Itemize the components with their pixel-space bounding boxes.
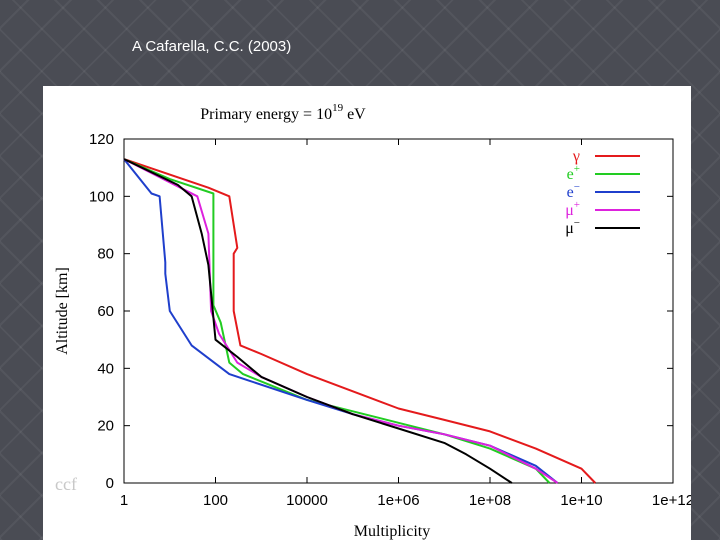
chart-figure: Primary energy = 1019 eV Multiplicity Al… xyxy=(43,86,691,540)
series-line xyxy=(123,158,597,484)
y-tick-label: 20 xyxy=(97,418,114,435)
x-tick-label: 1e+08 xyxy=(469,492,511,509)
series-line xyxy=(123,158,559,484)
y-tick-label: 100 xyxy=(89,188,114,205)
series-line xyxy=(123,158,559,484)
chart-title-text: Primary energy = 10 xyxy=(200,106,332,123)
chart-svg: Primary energy = 1019 eV Multiplicity Al… xyxy=(54,102,691,540)
chart-title-exponent: 19 xyxy=(332,102,344,114)
watermark: ccf xyxy=(55,474,77,494)
y-tick-label: 120 xyxy=(89,131,114,148)
legend-label: μ+ xyxy=(565,199,580,219)
x-tick-label: 1 xyxy=(120,492,128,509)
series-line xyxy=(123,158,551,484)
y-tick-label: 40 xyxy=(97,360,114,377)
legend-label: e− xyxy=(567,181,580,201)
y-tick-label: 0 xyxy=(106,475,114,492)
x-tick-label: 10000 xyxy=(286,492,328,509)
slide-title: A Cafarella, C.C. (2003) xyxy=(132,38,292,55)
y-tick-label: 60 xyxy=(97,303,114,320)
chart-title: Primary energy = 1019 eV xyxy=(200,102,366,123)
series-line xyxy=(123,158,513,484)
x-tick-label: 1e+12 xyxy=(652,492,691,509)
legend-label: e+ xyxy=(567,163,580,183)
x-axis-label: Multiplicity xyxy=(354,523,430,540)
x-tick-label: 100 xyxy=(203,492,228,509)
x-tick-label: 1e+10 xyxy=(560,492,602,509)
legend-label: μ− xyxy=(565,217,580,237)
y-axis-label: Altitude [km] xyxy=(54,267,71,355)
y-tick-label: 80 xyxy=(97,246,114,263)
chart-title-unit: eV xyxy=(343,106,366,123)
x-tick-label: 1e+06 xyxy=(377,492,419,509)
legend-label: γ xyxy=(572,148,580,165)
